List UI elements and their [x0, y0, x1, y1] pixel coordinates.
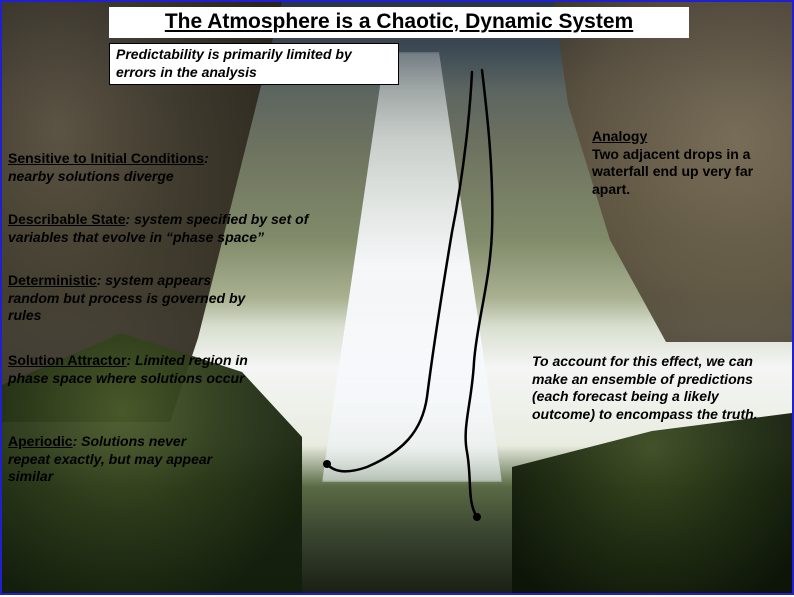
analogy-heading: Analogy	[592, 128, 777, 146]
slide-subtitle-box: Predictability is primarily limited by e…	[109, 43, 399, 85]
def-sensitive-body: nearby solutions diverge	[8, 168, 174, 184]
def-deterministic-heading: Deterministic	[8, 272, 97, 288]
ensemble-note: To account for this effect, we can make …	[532, 353, 777, 423]
def-attractor: Solution Attractor: Limited region in ph…	[8, 352, 258, 387]
def-aperiodic: Aperiodic: Solutions never repeat exactl…	[8, 433, 218, 486]
def-attractor-heading: Solution Attractor	[8, 352, 126, 368]
slide-subtitle: Predictability is primarily limited by e…	[116, 46, 352, 80]
slide: The Atmosphere is a Chaotic, Dynamic Sys…	[0, 0, 794, 595]
ensemble-note-text: To account for this effect, we can make …	[532, 353, 758, 422]
def-deterministic: Deterministic: system appears random but…	[8, 272, 258, 325]
def-describable: Describable State: system specified by s…	[8, 211, 348, 246]
def-sensitive: Sensitive to Initial Conditions: nearby …	[8, 150, 258, 185]
analogy-box: Analogy Two adjacent drops in a waterfal…	[592, 128, 777, 198]
def-describable-heading: Describable State	[8, 211, 126, 227]
slide-title-box: The Atmosphere is a Chaotic, Dynamic Sys…	[109, 7, 689, 38]
def-sensitive-heading: Sensitive to Initial Conditions	[8, 150, 204, 166]
def-aperiodic-heading: Aperiodic	[8, 433, 73, 449]
slide-title: The Atmosphere is a Chaotic, Dynamic Sys…	[165, 10, 633, 33]
analogy-body: Two adjacent drops in a waterfall end up…	[592, 146, 753, 197]
